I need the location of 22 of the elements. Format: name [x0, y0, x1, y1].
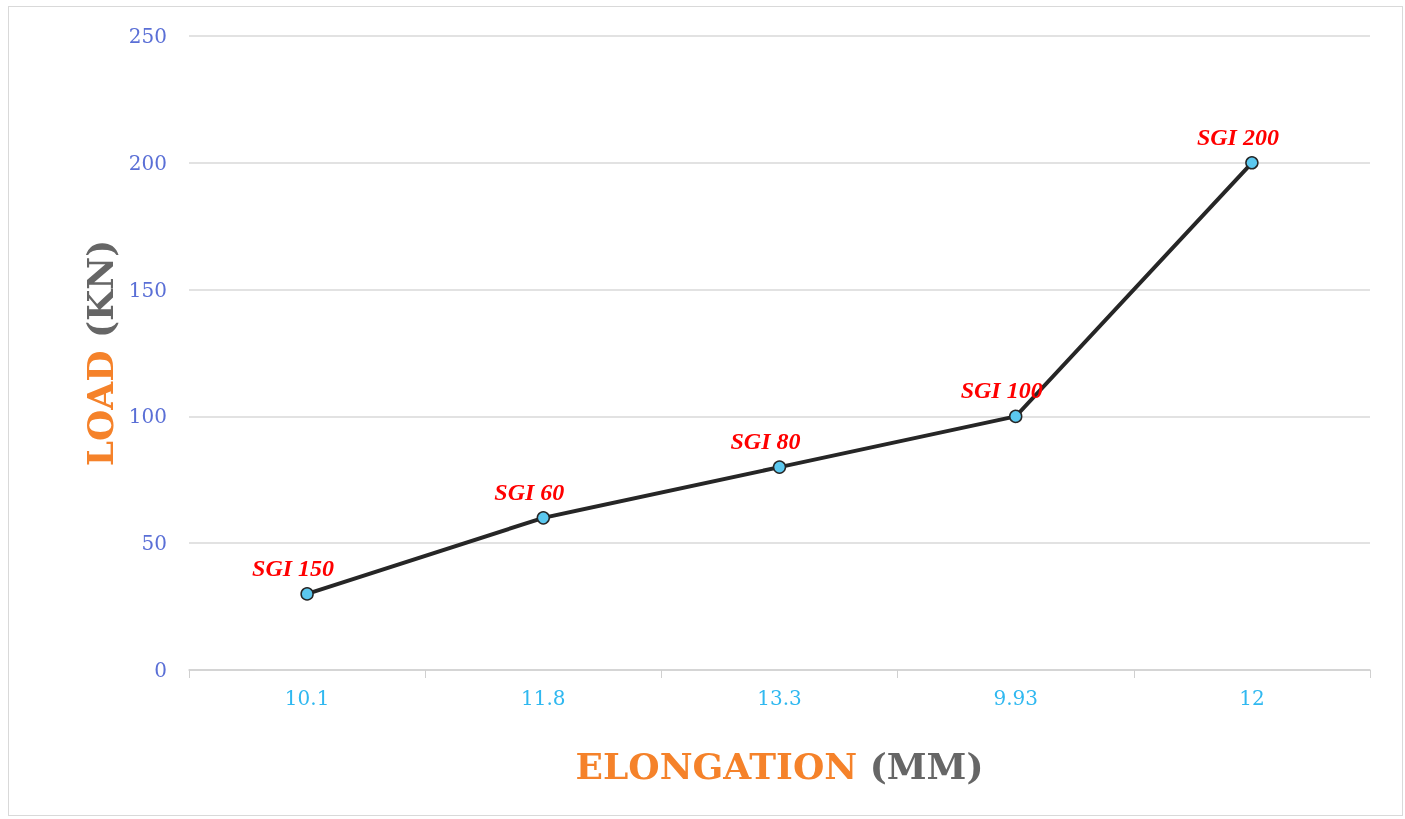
point [772, 460, 787, 474]
point [536, 511, 551, 525]
x-axis-title: ELONGATION (MM) [575, 745, 984, 787]
y-tick-label: 200 [128, 150, 167, 175]
point [300, 587, 314, 601]
x-tick-label: 11.8 [521, 686, 566, 710]
y-axis-title: LOAD (KN) [78, 239, 121, 467]
point [1245, 156, 1259, 170]
x-tick-label: 13.3 [757, 686, 802, 710]
annotation: SGI 80 [730, 428, 801, 455]
annotation: SGI 60 [494, 478, 565, 505]
y-tick-label: 150 [128, 277, 167, 302]
y-tick-label: 50 [141, 531, 167, 556]
point [1008, 409, 1023, 424]
x-tick-label: 10.1 [284, 686, 330, 710]
y-tick-label: 100 [128, 404, 167, 429]
annotation: SGI 200 [1196, 123, 1279, 150]
y-tick-label: 0 [154, 658, 167, 682]
x-tick-label: 12 [1239, 686, 1265, 710]
x-tick-label: 9.93 [993, 686, 1038, 710]
y-tick-label: 250 [128, 24, 167, 48]
annotation: SGI 150 [252, 554, 335, 581]
